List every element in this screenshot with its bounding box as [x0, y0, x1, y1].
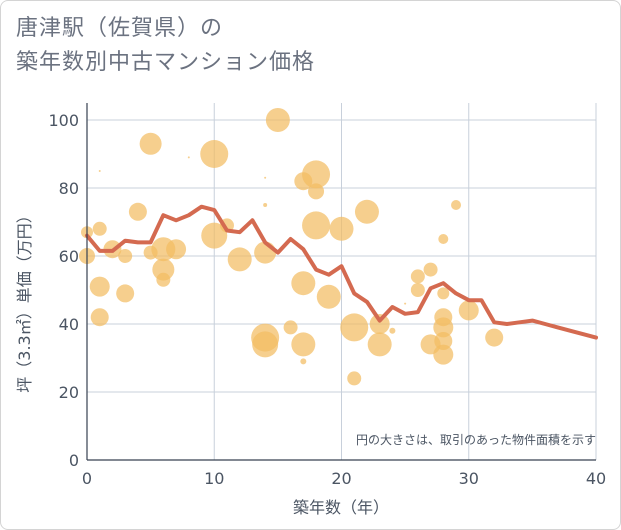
- bubble: [347, 371, 362, 386]
- bubble: [139, 132, 162, 155]
- bubble: [485, 328, 504, 347]
- axes: 0 10 20 30 40 0 20 40 60 80 100: [48, 103, 606, 488]
- chart-title: 唐津駅（佐賀県）の 築年数別中古マンション価格: [16, 12, 315, 80]
- bubble: [458, 300, 479, 321]
- bubble: [283, 320, 298, 335]
- bubble: [265, 108, 290, 132]
- bubble: [354, 199, 379, 224]
- bubble: [156, 272, 171, 287]
- bubble: [201, 222, 228, 249]
- bubble: [410, 283, 425, 297]
- bubble: [89, 276, 110, 297]
- bubble: [302, 160, 331, 189]
- bubble: [118, 249, 133, 263]
- bubble: [369, 314, 390, 334]
- x-tick-label: 30: [459, 469, 479, 488]
- bubble: [316, 284, 341, 309]
- bubble: [263, 203, 268, 207]
- bubble: [438, 234, 449, 244]
- bubble: [437, 287, 450, 300]
- bubble: [90, 308, 109, 327]
- bubble: [92, 221, 107, 236]
- chart-title-line2: 築年数別中古マンション価格: [16, 50, 316, 75]
- bubble: [433, 317, 454, 338]
- bubble: [302, 211, 331, 240]
- bubble: [329, 216, 354, 241]
- average-line: [85, 204, 598, 340]
- bubble: [227, 247, 252, 272]
- bubble: [410, 269, 425, 284]
- chart-title-line1: 唐津駅（佐賀県）の: [16, 16, 224, 41]
- bubble: [264, 176, 267, 179]
- bubble: [116, 284, 135, 303]
- bubble: [451, 200, 462, 210]
- bubble: [404, 302, 407, 305]
- bubble: [128, 202, 147, 221]
- bubble: [166, 239, 187, 260]
- y-tick-label: 20: [59, 383, 79, 402]
- bubble: [423, 262, 438, 277]
- x-tick-label: 20: [331, 469, 351, 488]
- bubble: [291, 271, 316, 296]
- bubble: [300, 358, 307, 365]
- bubble: [434, 332, 453, 350]
- bubble: [252, 331, 279, 358]
- bubble-size-note: 円の大きさは、取引のあった物件面積を示す: [356, 432, 596, 447]
- bubble: [308, 183, 325, 200]
- bubble: [187, 156, 190, 159]
- y-tick-label: 100: [48, 111, 79, 130]
- bubble: [389, 327, 396, 334]
- bubble: [200, 140, 229, 168]
- y-axis-label: 坪（3.3㎡）単価（万円）: [15, 207, 34, 392]
- bubble: [367, 332, 392, 357]
- x-tick-label: 40: [586, 469, 606, 488]
- bubble: [98, 170, 101, 172]
- x-axis-label: 築年数（年）: [293, 498, 389, 517]
- y-tick-label: 80: [59, 179, 79, 198]
- x-tick-label: 10: [204, 469, 224, 488]
- bubble: [291, 332, 316, 357]
- y-tick-label: 40: [59, 315, 79, 334]
- bubbles: [79, 108, 504, 386]
- bubble: [152, 258, 175, 281]
- y-tick-label: 60: [59, 247, 79, 266]
- y-tick-label: 0: [69, 451, 79, 470]
- average-price-line: [85, 204, 598, 340]
- bubble: [340, 313, 369, 342]
- x-tick-label: 0: [82, 469, 92, 488]
- bubble: [433, 344, 454, 365]
